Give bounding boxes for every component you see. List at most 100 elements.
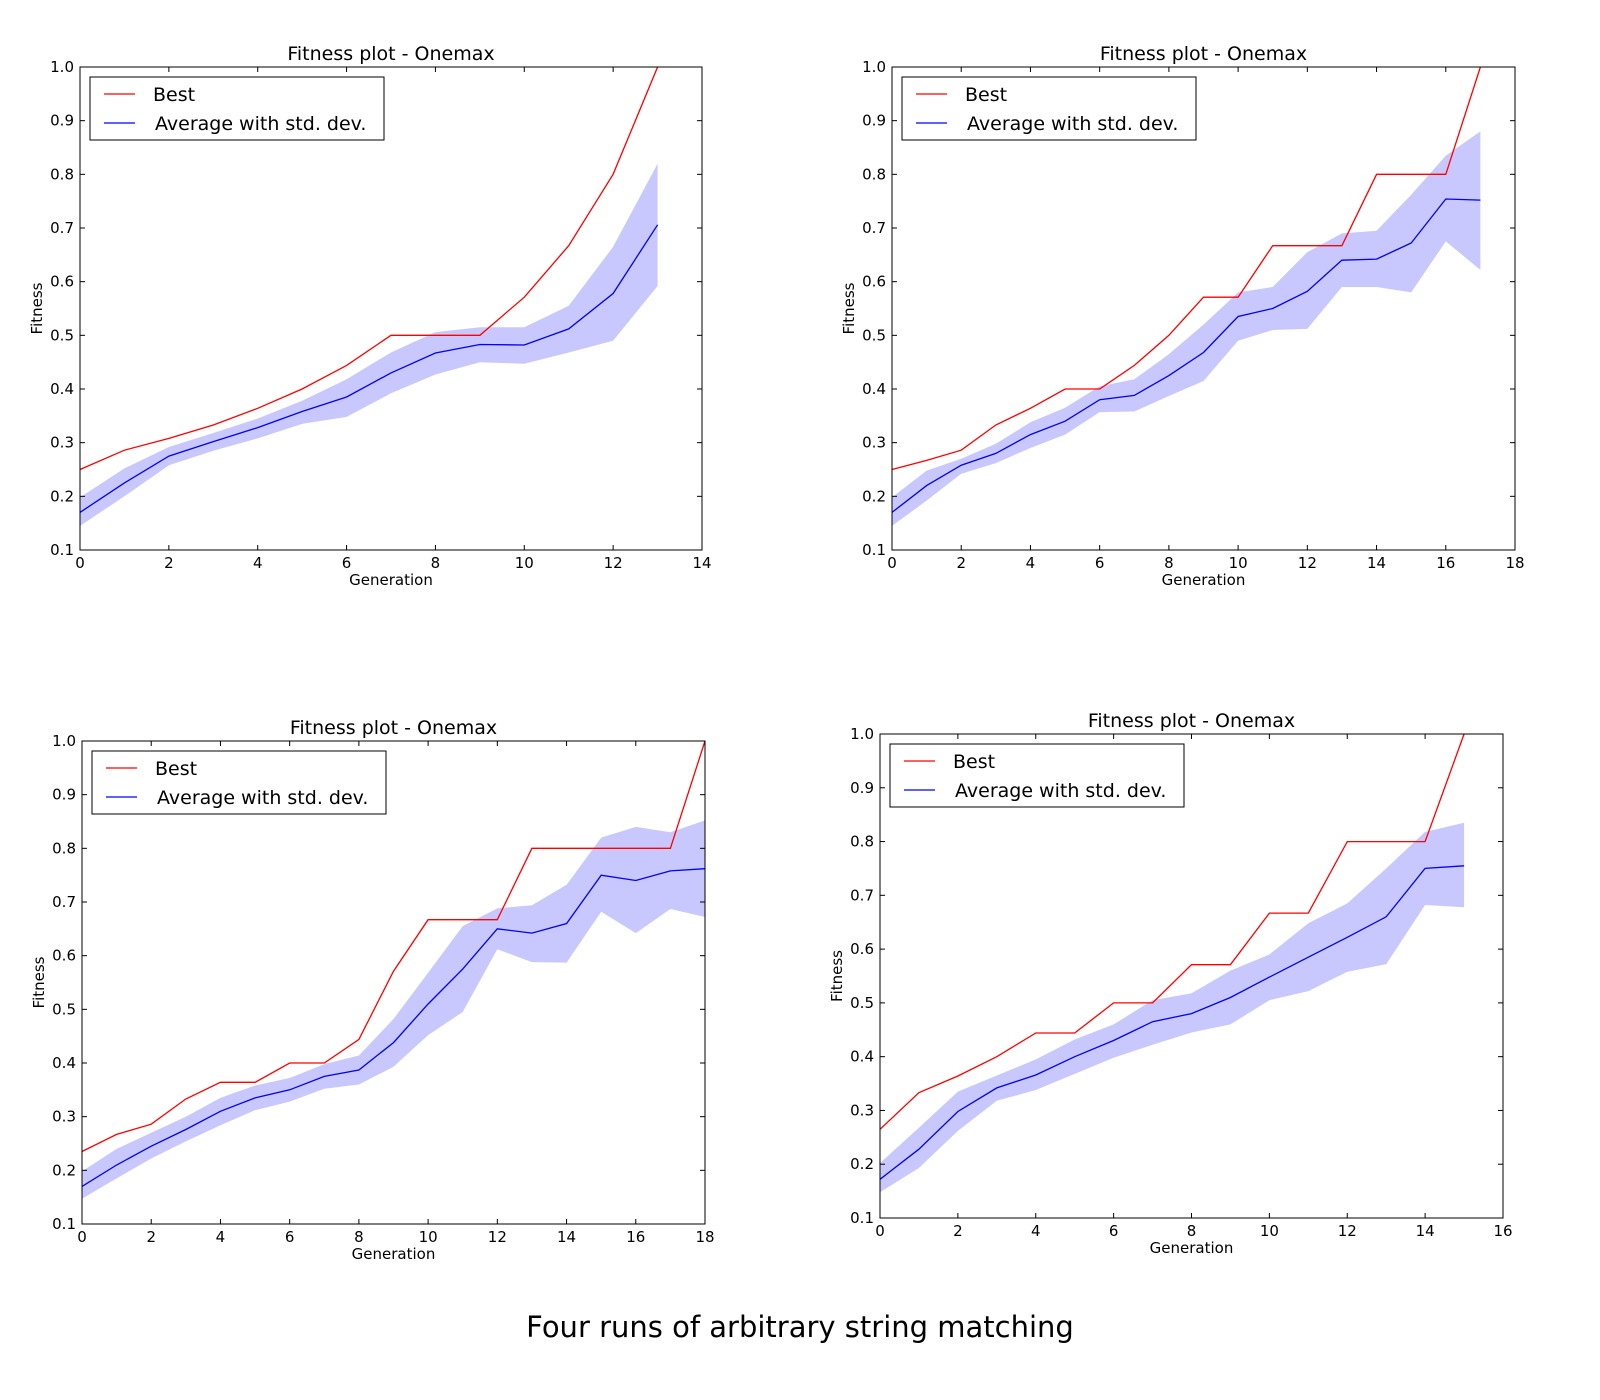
y-tick-label: 0.2 <box>862 487 886 505</box>
y-tick-label: 0.4 <box>862 380 886 398</box>
legend: Best Average with std. dev. <box>889 743 1185 808</box>
y-tick-label: 0.4 <box>52 1054 76 1072</box>
legend-label-average: Average with std. dev. <box>155 113 366 135</box>
legend-label-average: Average with std. dev. <box>157 787 368 809</box>
y-tick-label: 0.9 <box>862 112 886 130</box>
y-tick-label: 0.6 <box>50 273 74 291</box>
y-tick-label: 0.5 <box>52 1000 76 1018</box>
x-tick-label: 8 <box>1164 554 1174 572</box>
y-axis: 0.1 0.2 0.3 0.4 0.5 0.6 0.7 0.8 0.9 1.0 <box>52 732 705 1233</box>
y-tick-label: 0.5 <box>862 326 886 344</box>
legend: Best Average with std. dev. <box>901 76 1197 141</box>
y-tick-label: 1.0 <box>50 58 74 76</box>
y-tick-label: 0.9 <box>52 786 76 804</box>
y-tick-label: 0.8 <box>850 833 874 851</box>
y-tick-label: 0.7 <box>50 219 74 237</box>
x-tick-label: 10 <box>1260 1222 1279 1240</box>
std-dev-band <box>880 822 1465 1193</box>
y-axis: 0.1 0.2 0.3 0.4 0.5 0.6 0.7 0.8 0.9 1.0 <box>50 58 702 559</box>
y-tick-label: 0.1 <box>862 541 886 559</box>
y-tick-label: 0.9 <box>850 779 874 797</box>
y-tick-label: 1.0 <box>850 725 874 743</box>
legend-box <box>901 76 1197 141</box>
x-tick-label: 14 <box>1416 1222 1435 1240</box>
average-line <box>81 868 706 1187</box>
y-tick-label: 0.6 <box>862 273 886 291</box>
x-tick-label: 4 <box>253 554 263 572</box>
legend: Best Average with std. dev. <box>91 750 387 815</box>
y-tick-label: 0.5 <box>850 994 874 1012</box>
y-tick-label: 0.6 <box>52 947 76 965</box>
x-tick-label: 14 <box>1367 554 1386 572</box>
x-tick-label: 8 <box>1187 1222 1197 1240</box>
x-tick-label: 14 <box>692 554 711 572</box>
chart-panel-3: 0 2 4 6 8 10 12 14 16 180.10.20.30.40.50.60.70.80… <box>30 717 715 1263</box>
y-tick-label: 0.7 <box>850 886 874 904</box>
y-tick-label: 0.3 <box>50 434 74 452</box>
x-tick-label: 12 <box>1298 554 1317 572</box>
best-line <box>81 740 706 1153</box>
x-tick-label: 0 <box>875 1222 885 1240</box>
x-tick-label: 0 <box>75 554 85 572</box>
x-axis: 0 2 4 6 8 10 12 14 <box>75 67 712 572</box>
y-tick-label: 0.9 <box>50 112 74 130</box>
best-line <box>891 66 1482 471</box>
x-tick-label: 0 <box>887 554 897 572</box>
legend-label-average: Average with std. dev. <box>955 780 1166 802</box>
x-axis-label: Generation <box>1150 1239 1234 1257</box>
chart-panel-4: 0 2 4 6 8 10 12 14 16 0.1 0.2 0.3 0.4 0.5 0.6 0.7 0.8 0.9… <box>828 710 1513 1257</box>
average-line <box>891 198 1481 513</box>
x-tick-label: 2 <box>146 1228 156 1246</box>
x-tick-label: 8 <box>431 554 441 572</box>
chart-title: Fitness plot - Onemax <box>287 43 494 65</box>
x-tick-label: 12 <box>488 1228 507 1246</box>
legend-label-best: Best <box>153 84 195 106</box>
chart-panel-1: 0 2 4 6 8 10 12 14 0.1 0.2 0.3 0.4 0.5 0.6 0.7 0.8 0.9 1.… <box>28 43 712 589</box>
y-axis-label: Fitness <box>828 950 846 1002</box>
x-tick-label: 6 <box>1095 554 1105 572</box>
x-tick-label: 2 <box>956 554 966 572</box>
axes-frame <box>891 66 1516 551</box>
y-tick-label: 0.4 <box>50 380 74 398</box>
legend-box <box>89 76 385 141</box>
y-tick-label: 0.8 <box>52 839 76 857</box>
legend-box <box>889 743 1185 808</box>
x-axis-label: Generation <box>1162 571 1246 589</box>
plot-area <box>891 66 1482 526</box>
best-line <box>79 66 659 471</box>
plot-area <box>879 733 1465 1193</box>
x-axis: 0 2 4 6 8 10 12 14 16 18 <box>887 67 1525 572</box>
x-axis-label: Generation <box>352 1245 436 1263</box>
x-tick-label: 6 <box>342 554 352 572</box>
y-tick-label: 0.4 <box>850 1048 874 1066</box>
legend-label-average: Average with std. dev. <box>967 113 1178 135</box>
y-tick-label: 0.5 <box>50 326 74 344</box>
x-tick-label: 16 <box>1493 1222 1512 1240</box>
y-tick-label: 0.3 <box>52 1108 76 1126</box>
y-tick-label: 0.8 <box>862 165 886 183</box>
x-tick-label: 10 <box>419 1228 438 1246</box>
y-tick-label: 0.6 <box>850 940 874 958</box>
chart-panel-2: 0 2 4 6 8 10 12 14 16 180.10.20.30.40.50.60.70.80… <box>840 43 1525 589</box>
y-axis-label: Fitness <box>28 282 46 334</box>
std-dev-band <box>80 163 658 526</box>
x-tick-label: 16 <box>1436 554 1455 572</box>
y-tick-label: 0.2 <box>52 1161 76 1179</box>
x-tick-label: 6 <box>285 1228 295 1246</box>
y-tick-label: 0.3 <box>850 1101 874 1119</box>
chart-title: Fitness plot - Onemax <box>290 717 497 739</box>
y-tick-label: 0.1 <box>850 1209 874 1227</box>
legend-label-best: Best <box>155 758 197 780</box>
y-tick-label: 0.2 <box>50 487 74 505</box>
x-tick-label: 18 <box>695 1228 714 1246</box>
x-tick-label: 16 <box>626 1228 645 1246</box>
x-tick-label: 12 <box>604 554 623 572</box>
x-tick-label: 4 <box>1031 1222 1041 1240</box>
x-axis: 0 2 4 6 8 10 12 14 16 18 <box>77 741 715 1246</box>
x-axis-label: Generation <box>349 571 433 589</box>
x-tick-label: 8 <box>354 1228 364 1246</box>
figure-caption: Four runs of arbitrary string matching <box>526 1310 1074 1344</box>
y-tick-label: 0.7 <box>862 219 886 237</box>
x-tick-label: 4 <box>216 1228 226 1246</box>
